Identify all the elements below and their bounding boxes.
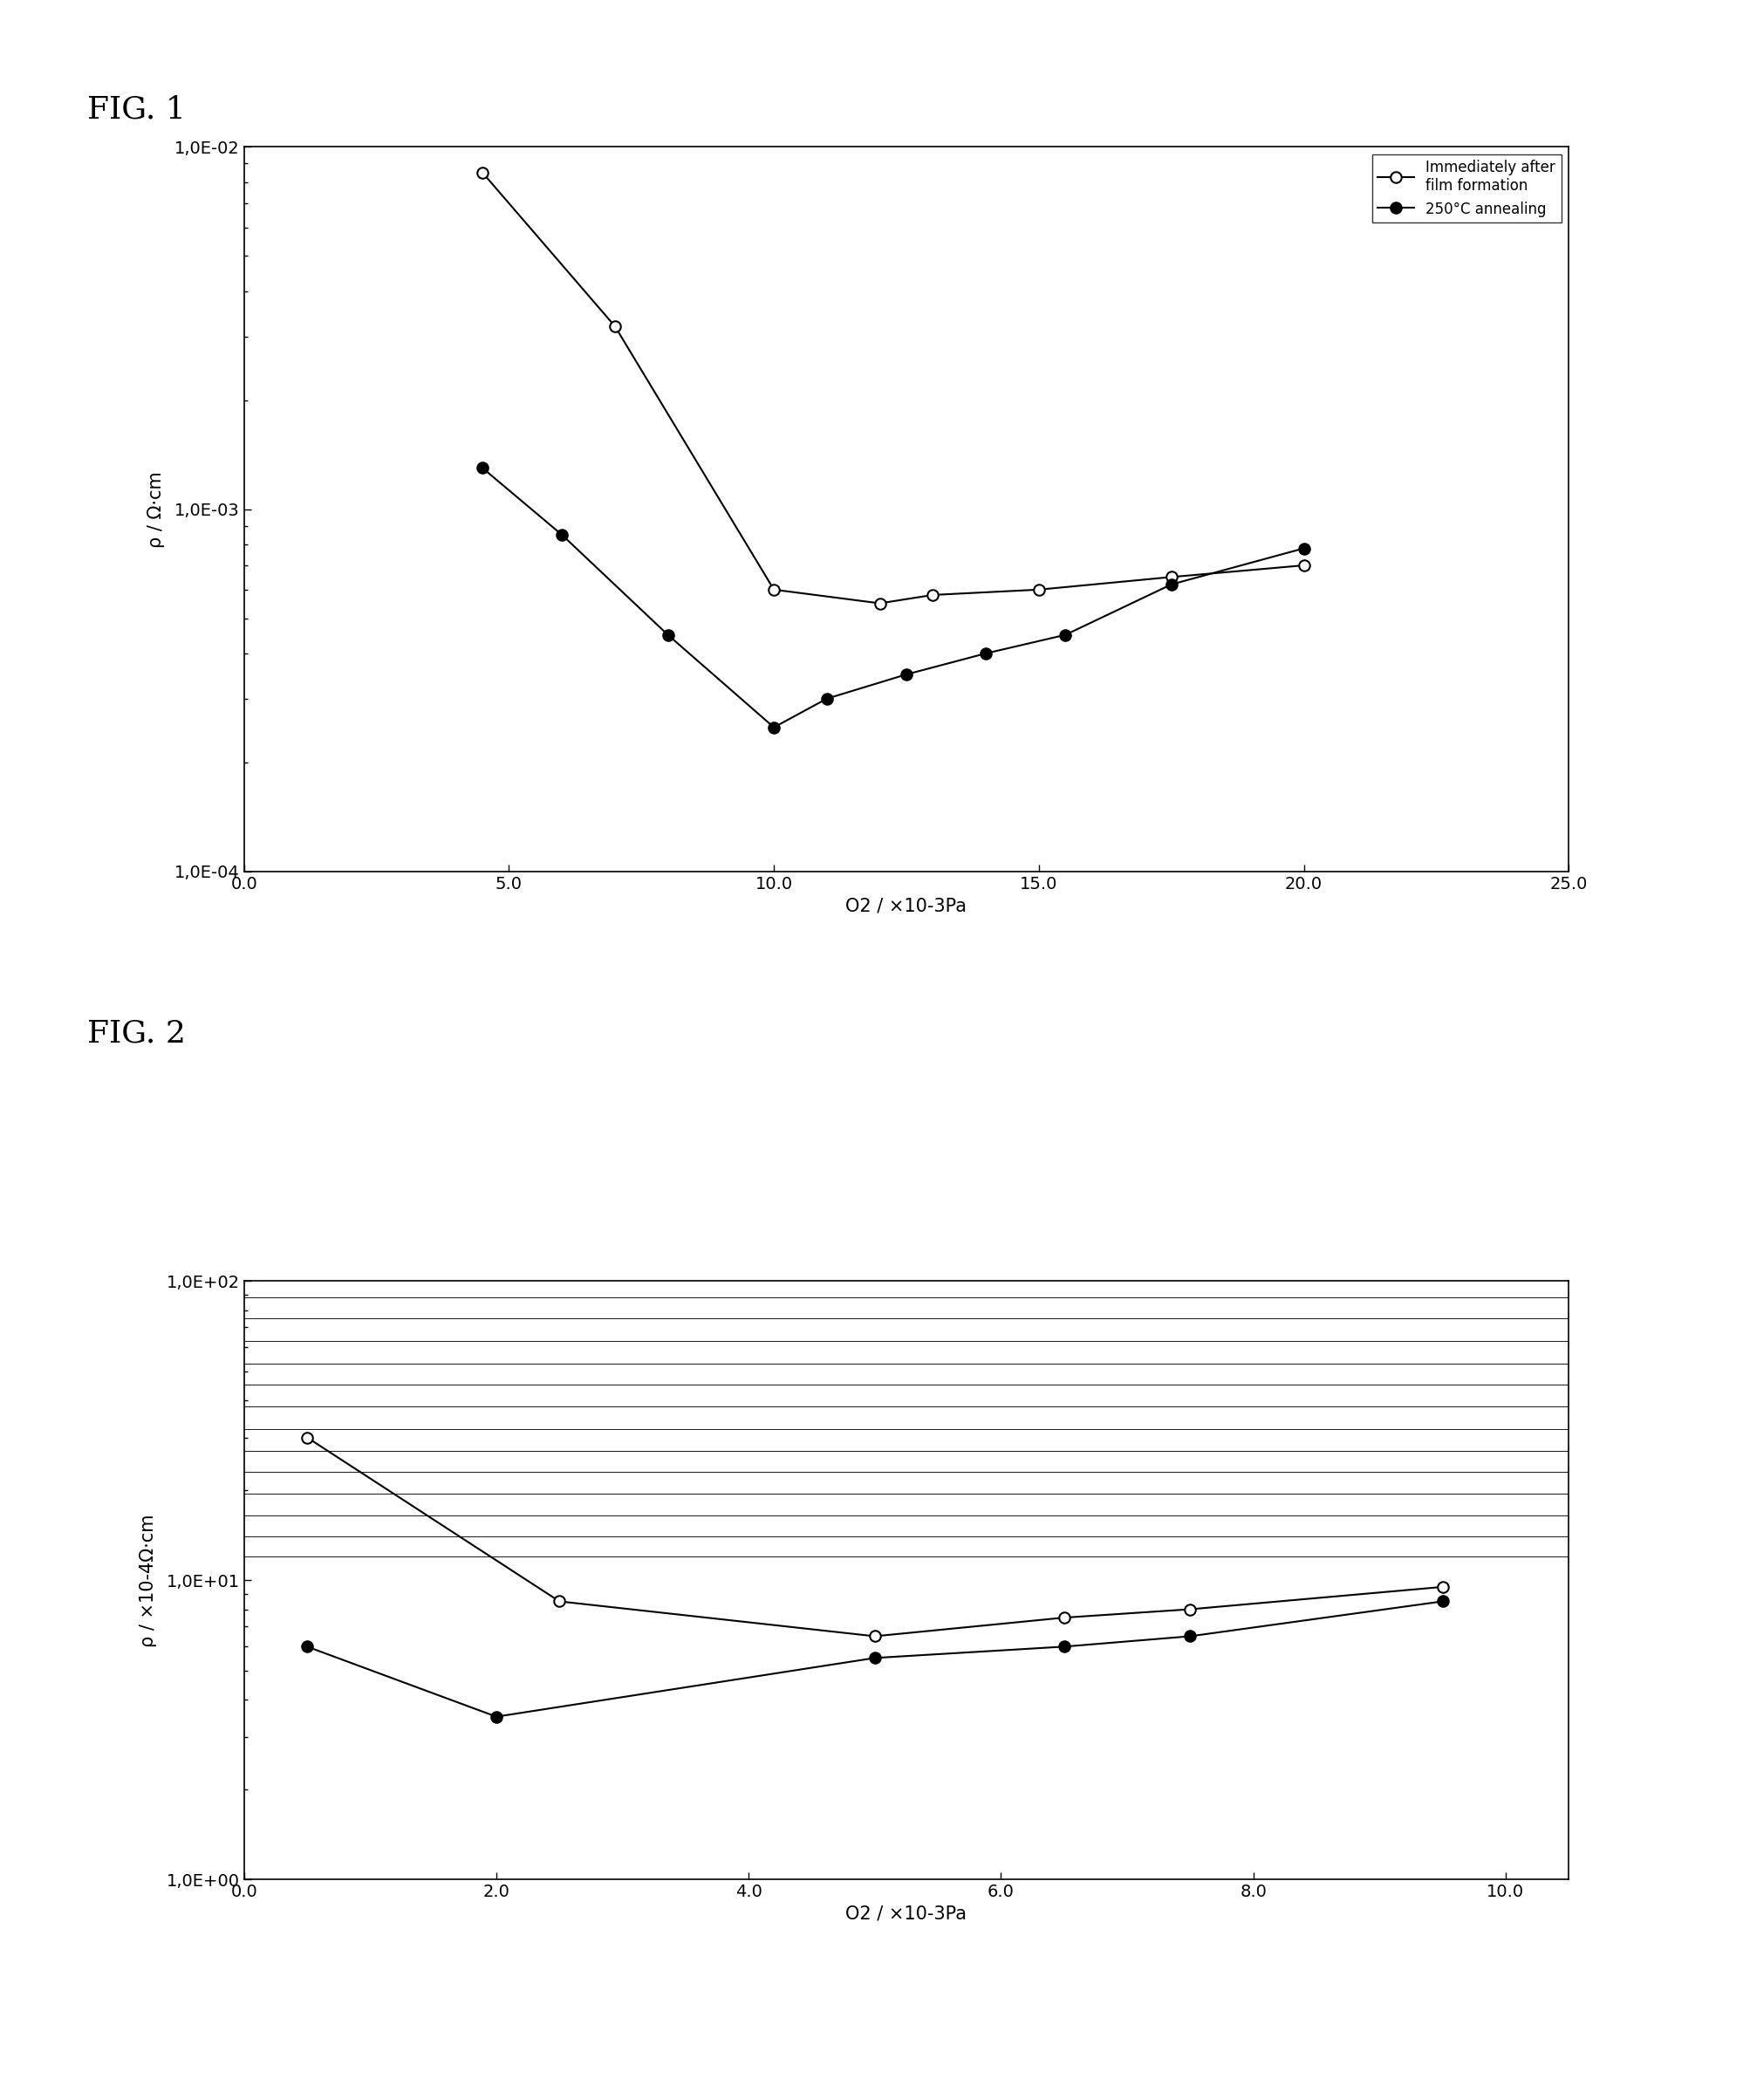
Line: 250°C annealing: 250°C annealing — [478, 462, 1309, 733]
Text: FIG. 2: FIG. 2 — [87, 1018, 185, 1048]
Immediately after
film formation — [1161, 565, 1182, 590]
Immediately after
film formation — [922, 582, 943, 607]
250°C annealing — [657, 622, 678, 647]
Text: FIG. 1: FIG. 1 — [87, 94, 185, 124]
Immediately after
film formation — [1293, 552, 1314, 578]
Line: Immediately after
film formation: Immediately after film formation — [478, 168, 1309, 609]
Immediately after
film formation — [605, 313, 626, 338]
250°C annealing — [472, 456, 493, 481]
Legend: Immediately after
film formation, 250°C annealing: Immediately after film formation, 250°C … — [1372, 153, 1562, 223]
Immediately after
film formation — [472, 160, 493, 185]
250°C annealing — [551, 523, 572, 548]
250°C annealing — [1161, 571, 1182, 596]
250°C annealing — [1293, 536, 1314, 561]
Immediately after
film formation — [763, 578, 784, 603]
Y-axis label: ρ / ×10-4Ω·cm: ρ / ×10-4Ω·cm — [139, 1514, 157, 1646]
250°C annealing — [896, 662, 917, 687]
250°C annealing — [976, 640, 997, 666]
250°C annealing — [1055, 622, 1075, 647]
250°C annealing — [763, 714, 784, 739]
Immediately after
film formation — [870, 590, 891, 615]
Immediately after
film formation — [1028, 578, 1049, 603]
250°C annealing — [816, 687, 837, 712]
Y-axis label: ρ / Ω·cm: ρ / Ω·cm — [148, 470, 166, 548]
X-axis label: O2 / ×10-3Pa: O2 / ×10-3Pa — [845, 1905, 967, 1924]
X-axis label: O2 / ×10-3Pa: O2 / ×10-3Pa — [845, 897, 967, 916]
